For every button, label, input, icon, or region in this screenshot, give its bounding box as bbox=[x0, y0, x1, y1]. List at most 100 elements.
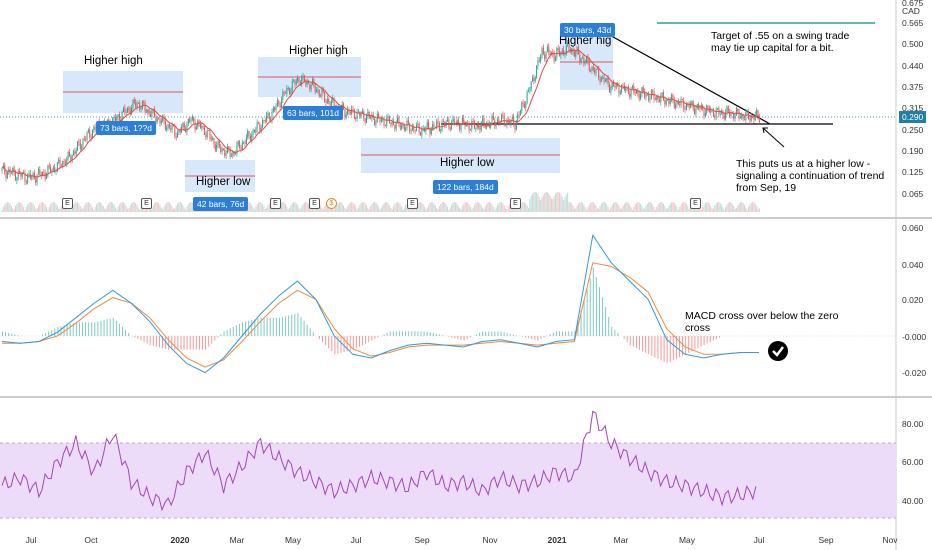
macd-histogram-bar bbox=[312, 332, 314, 336]
candle-body bbox=[642, 87, 644, 92]
candle-body bbox=[89, 129, 91, 137]
candle-body bbox=[347, 108, 349, 115]
candle-body bbox=[39, 169, 41, 174]
volume-bar bbox=[671, 202, 673, 212]
volume-bar bbox=[104, 208, 106, 212]
candle-body bbox=[688, 103, 690, 108]
volume-bar bbox=[627, 202, 629, 212]
candle-body bbox=[155, 116, 157, 122]
macd-tick-label: 0.060 bbox=[902, 223, 924, 233]
macd-histogram-bar bbox=[112, 317, 114, 336]
candle-body bbox=[317, 89, 319, 91]
volume-bar bbox=[487, 202, 489, 212]
volume-bar bbox=[536, 192, 538, 212]
volume-bar bbox=[55, 203, 57, 212]
volume-bar bbox=[74, 202, 76, 212]
macd-histogram-bar bbox=[152, 336, 154, 346]
last-price-badge: 0.290 bbox=[899, 111, 927, 123]
volume-bar bbox=[9, 203, 11, 212]
candle-body bbox=[148, 109, 150, 114]
earnings-marker-7[interactable]: E bbox=[690, 198, 701, 209]
volume-bar bbox=[127, 208, 129, 212]
candle-body bbox=[726, 106, 728, 113]
volume-bar bbox=[382, 205, 384, 212]
volume-bar bbox=[523, 202, 525, 212]
volume-bar bbox=[700, 209, 702, 212]
macd-histogram-bar bbox=[106, 319, 108, 336]
macd-histogram-bar bbox=[709, 336, 711, 343]
candle-body bbox=[681, 98, 683, 100]
candle-body bbox=[83, 138, 85, 140]
higher-high-label-2: Higher high bbox=[289, 45, 348, 57]
volume-bar bbox=[59, 208, 61, 212]
volume-bar bbox=[19, 202, 21, 212]
candle-body bbox=[351, 108, 353, 114]
candle-body bbox=[214, 144, 216, 151]
candle-body bbox=[708, 108, 710, 113]
candle-body bbox=[611, 82, 613, 88]
volume-bar bbox=[429, 203, 431, 212]
earnings-marker-6[interactable]: E bbox=[510, 198, 521, 209]
candle-body bbox=[172, 124, 174, 127]
macd-histogram-bar bbox=[45, 332, 47, 336]
candle-body bbox=[209, 130, 211, 139]
rsi-line bbox=[1, 410, 757, 512]
volume-bar bbox=[164, 204, 166, 212]
volume-bar bbox=[572, 205, 574, 212]
volume-bar bbox=[625, 202, 627, 212]
volume-bar bbox=[268, 203, 270, 212]
macd-histogram-bar bbox=[291, 314, 293, 336]
candle-body bbox=[399, 123, 401, 129]
volume-bar bbox=[545, 192, 547, 212]
volume-bar bbox=[175, 205, 177, 212]
x-tick-label: Sep bbox=[818, 535, 833, 545]
candle-body bbox=[278, 100, 280, 104]
candle-body bbox=[576, 46, 578, 52]
volume-bar bbox=[673, 202, 675, 212]
macd-histogram-bar bbox=[623, 336, 625, 340]
volume-bar bbox=[8, 202, 10, 212]
volume-bar bbox=[380, 207, 382, 212]
candle-body bbox=[166, 127, 168, 130]
volume-bar bbox=[502, 203, 504, 212]
candle-body bbox=[511, 116, 513, 120]
volume-bar bbox=[105, 208, 107, 212]
volume-bar bbox=[460, 208, 462, 212]
candle-body bbox=[6, 172, 8, 178]
higher-low-label-1: Higher low bbox=[196, 176, 251, 188]
candle-body bbox=[738, 111, 740, 119]
candle-body bbox=[433, 124, 435, 128]
volume-bar bbox=[2, 207, 4, 212]
volume-bar bbox=[186, 206, 188, 212]
volume-bar bbox=[733, 206, 735, 212]
earnings-marker-1[interactable]: E bbox=[62, 198, 73, 209]
volume-bar bbox=[395, 202, 397, 212]
earnings-marker-3[interactable]: E bbox=[270, 198, 281, 209]
macd-histogram-bar bbox=[48, 331, 50, 336]
volume-bar bbox=[676, 207, 678, 212]
candle-body bbox=[190, 120, 192, 122]
volume-bar bbox=[710, 205, 712, 212]
candle-body bbox=[564, 54, 566, 55]
macd-histogram-bar bbox=[257, 318, 259, 336]
earnings-marker-2[interactable]: E bbox=[141, 198, 152, 209]
volume-bar bbox=[486, 203, 488, 212]
volume-bar bbox=[560, 194, 562, 212]
macd-histogram-bar bbox=[177, 336, 179, 350]
volume-bar bbox=[24, 209, 26, 212]
candle-body bbox=[507, 119, 509, 122]
bars-tag-3: 63 bars, 101d bbox=[283, 106, 343, 120]
macd-histogram-bar bbox=[478, 332, 480, 336]
candle-body bbox=[201, 126, 203, 129]
bars-tag-2: 42 bars, 76d bbox=[193, 197, 249, 211]
volume-bar bbox=[525, 203, 527, 212]
volume-bar bbox=[637, 202, 639, 212]
volume-bar bbox=[299, 209, 301, 212]
earnings-marker-5[interactable]: E bbox=[407, 198, 418, 209]
macd-histogram-bar bbox=[242, 322, 244, 336]
volume-bar bbox=[345, 209, 347, 212]
earnings-marker-4[interactable]: E bbox=[309, 198, 320, 209]
candle-body bbox=[240, 148, 242, 150]
candle-body bbox=[550, 51, 552, 56]
dividend-marker[interactable]: $ bbox=[326, 198, 337, 209]
